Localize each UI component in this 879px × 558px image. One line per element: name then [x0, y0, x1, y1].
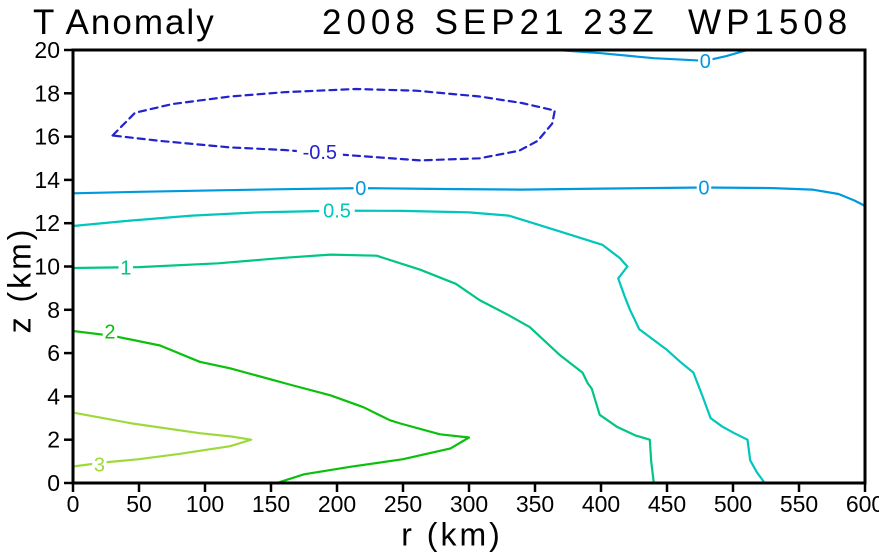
x-tick-label: 150: [252, 491, 290, 517]
contour-line-0: [556, 48, 749, 62]
contour-label-mask: [296, 143, 343, 162]
contour-label: 1: [120, 258, 131, 280]
x-tick-label: 450: [648, 491, 686, 517]
contour-label: 0.5: [323, 201, 351, 223]
contour-line-0: [71, 186, 867, 207]
x-tick-label: 350: [516, 491, 554, 517]
contour-line-2: [71, 329, 471, 485]
contour-label-mask: [696, 178, 712, 197]
contour-line-0.5: [71, 209, 766, 485]
y-tick-label: 16: [34, 124, 60, 150]
y-tick-label: 8: [47, 297, 60, 323]
x-tick-label: 200: [318, 491, 356, 517]
contour-label: 0: [355, 178, 366, 200]
x-tick-label: 550: [780, 491, 818, 517]
plot-frame: [71, 48, 867, 485]
y-tick-label: 10: [34, 254, 60, 280]
y-tick-label: 0: [47, 470, 60, 496]
y-tick-label: 18: [34, 80, 60, 106]
contour-label: -0.5: [303, 142, 337, 164]
contour-label: 0: [698, 177, 709, 199]
contour-label-mask: [698, 51, 713, 70]
contour-label-mask: [92, 455, 107, 474]
contour-label-mask: [118, 258, 134, 277]
x-tick-label: 600: [846, 491, 879, 517]
x-tick-label: 300: [450, 491, 488, 517]
y-tick-label: 2: [47, 427, 60, 453]
page-title-datetime: 2008 SEP21 23Z WP1508: [322, 3, 853, 42]
x-tick-label: 0: [67, 491, 80, 517]
y-tick-label: 14: [34, 167, 60, 193]
y-tick-label: 20: [34, 37, 60, 63]
contour-label: 0: [700, 51, 711, 73]
contour-line--0.5: [111, 87, 556, 162]
contour-label: 2: [104, 321, 115, 343]
y-tick-label: 6: [47, 340, 60, 366]
y-tick-label: 4: [47, 383, 60, 409]
contour-label-mask: [319, 201, 355, 220]
x-tick-label: 250: [384, 491, 422, 517]
x-axis-label: r (km): [401, 516, 503, 553]
contour-label-mask: [353, 179, 369, 198]
x-tick-label: 50: [126, 491, 152, 517]
contour-label-mask: [102, 322, 118, 341]
x-tick-label: 500: [714, 491, 752, 517]
contour-line-3: [71, 411, 253, 468]
contour-line-1: [71, 253, 655, 485]
x-tick-label: 400: [582, 491, 620, 517]
x-tick-label: 100: [186, 491, 224, 517]
contour-label: 3: [94, 455, 105, 477]
page-title: T Anomaly: [33, 3, 216, 42]
y-tick-label: 12: [34, 210, 60, 236]
